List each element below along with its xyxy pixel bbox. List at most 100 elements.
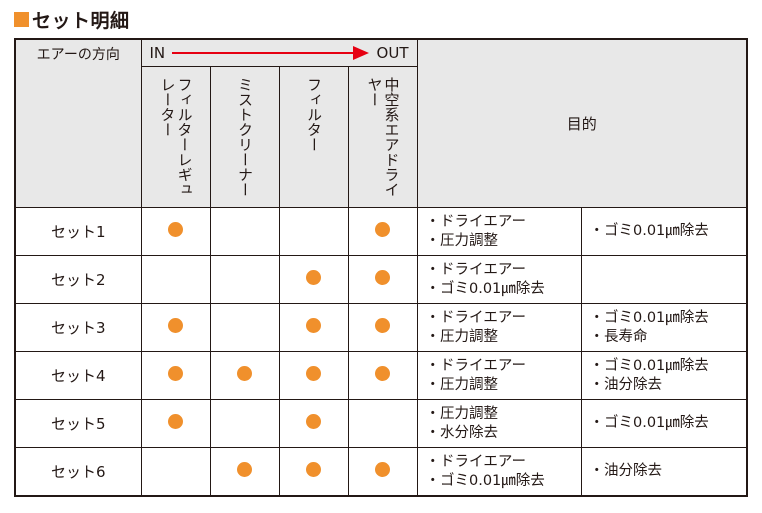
air-direction-cell: IN OUT [140, 38, 418, 67]
purpose-item: ・ゴミ0.01㎛除去 [589, 309, 709, 326]
purpose-item: ・ドライエアー [425, 357, 526, 374]
equipment-label: フィルターレギュレーター [158, 77, 194, 197]
orange-dot-icon [168, 366, 183, 381]
equipment-mark-cell [209, 399, 280, 448]
purpose-item: ・圧力調整 [425, 376, 499, 393]
equipment-mark-cell [347, 351, 418, 400]
equipment-label: ミストクリーナー [236, 77, 254, 197]
orange-dot-icon [375, 270, 390, 285]
equipment-mark-cell [278, 447, 349, 497]
purpose-item: ・ゴミ0.01㎛除去 [425, 472, 545, 489]
equipment-mark-cell [278, 255, 349, 304]
equipment-mark-cell [347, 207, 418, 256]
equipment-mark-cell [140, 303, 211, 352]
equipment-header-1: フィルターレギュレーター [140, 66, 211, 208]
purpose-secondary: ・油分除去 [580, 447, 748, 497]
equipment-mark-cell [140, 351, 211, 400]
purpose-item: ・圧力調整 [425, 405, 499, 422]
arrow-right-icon [171, 52, 354, 54]
section-title-text: セット明細 [32, 9, 130, 32]
equipment-mark-cell [278, 351, 349, 400]
equipment-header-3: フィルター [278, 66, 349, 208]
orange-square-icon [14, 11, 29, 27]
equipment-mark-cell [209, 255, 280, 304]
set-name: セット1 [14, 207, 142, 256]
table-row: セット2 ・ドライエアー・ゴミ0.01㎛除去 [14, 255, 748, 304]
equipment-mark-cell [209, 447, 280, 497]
equipment-name: エアドライヤー [365, 77, 401, 197]
set-name: セット4 [14, 351, 142, 400]
purpose-item: ・圧力調整 [425, 232, 499, 249]
equipment-mark-cell [278, 399, 349, 448]
equipment-mark-cell [140, 447, 211, 497]
table-row: セット6 ・ドライエアー ・ゴミ0.01㎛除去 ・油分除去 [14, 447, 748, 497]
equipment-mark-cell [209, 303, 280, 352]
table-row: セット1 ・ドライエアー ・圧力調整 ・ゴミ0.01㎛除去 [14, 207, 748, 256]
equipment-mark-cell [209, 351, 280, 400]
purpose-item: ・ゴミ0.01㎛除去 [425, 280, 545, 297]
purpose-primary: ・ドライエアー ・圧力調整 [416, 303, 582, 352]
purpose-primary: ・ドライエアー ・ゴミ0.01㎛除去 [416, 447, 582, 497]
in-label: IN [149, 44, 166, 62]
equipment-header-4: 中空系エアドライヤー [347, 66, 418, 208]
purpose-primary: ・ドライエアー・ゴミ0.01㎛除去 [416, 255, 582, 304]
purpose-item: ・ゴミ0.01㎛除去 [589, 357, 709, 374]
equipment-mark-cell [278, 207, 349, 256]
equipment-mark-cell [347, 399, 418, 448]
out-label: OUT [376, 44, 409, 62]
purpose-item: ・油分除去 [589, 376, 663, 393]
purpose-secondary [580, 255, 748, 304]
purpose-item: ・長寿命 [589, 328, 648, 345]
purpose-secondary: ・ゴミ0.01㎛除去 [580, 399, 748, 448]
purpose-primary: ・ドライエアー ・圧力調整 [416, 351, 582, 400]
equipment-mark-cell [347, 303, 418, 352]
equipment-header-2: ミストクリーナー [209, 66, 280, 208]
purpose-secondary: ・ゴミ0.01㎛除去 ・油分除去 [580, 351, 748, 400]
table-row: セット4 ・ドライエアー ・圧力調整 ・ゴミ0.01㎛除去 ・油分除去 [14, 351, 748, 400]
purpose-item: ・ゴミ0.01㎛除去 [589, 223, 709, 239]
orange-dot-icon [168, 318, 183, 333]
orange-dot-icon [168, 222, 183, 237]
section-title: セット明細 [14, 6, 130, 32]
orange-dot-icon [306, 270, 321, 285]
orange-dot-icon [375, 366, 390, 381]
set-name: セット2 [14, 255, 142, 304]
equipment-label: フィルター [305, 77, 323, 152]
purpose-item: ・ゴミ0.01㎛除去 [589, 415, 709, 431]
orange-dot-icon [375, 222, 390, 237]
equipment-mark-cell [347, 447, 418, 497]
purpose-item: ・油分除去 [589, 463, 663, 479]
equipment-mark-cell [209, 207, 280, 256]
orange-dot-icon [168, 414, 183, 429]
equipment-prefix: 中空系 [382, 77, 401, 122]
purpose-secondary: ・ゴミ0.01㎛除去 ・長寿命 [580, 303, 748, 352]
purpose-primary: ・圧力調整・水分除去 [416, 399, 582, 448]
set-details-table-wrap: エアーの方向 IN OUT 目的 フィルターレギュレーター ミストクリーナー フ… [14, 38, 749, 499]
equipment-mark-cell [140, 207, 211, 256]
purpose-header: 目的 [416, 38, 748, 208]
orange-dot-icon [306, 462, 321, 477]
orange-dot-icon [306, 318, 321, 333]
set-name: セット3 [14, 303, 142, 352]
table-row: セット3 ・ドライエアー ・圧力調整 ・ゴミ0.01㎛除去 ・長寿命 [14, 303, 748, 352]
orange-dot-icon [375, 318, 390, 333]
set-name: セット5 [14, 399, 142, 448]
equipment-mark-cell [347, 255, 418, 304]
purpose-primary: ・ドライエアー ・圧力調整 [416, 207, 582, 256]
direction-header: エアーの方向 [14, 38, 142, 208]
equipment-mark-cell [278, 303, 349, 352]
set-name: セット6 [14, 447, 142, 497]
purpose-item: ・圧力調整 [425, 328, 499, 345]
equipment-label: 中空系エアドライヤー [365, 67, 401, 205]
equipment-mark-cell [140, 255, 211, 304]
purpose-item: ・ドライエアー [425, 213, 526, 230]
purpose-item: ・ドライエアー [425, 261, 526, 278]
set-details-table: エアーの方向 IN OUT 目的 フィルターレギュレーター ミストクリーナー フ… [14, 38, 749, 497]
orange-dot-icon [237, 462, 252, 477]
orange-dot-icon [237, 366, 252, 381]
purpose-item: ・水分除去 [425, 424, 499, 441]
equipment-mark-cell [140, 399, 211, 448]
arrow-head-icon [352, 46, 369, 60]
purpose-item: ・ドライエアー [425, 309, 526, 326]
orange-dot-icon [375, 462, 390, 477]
